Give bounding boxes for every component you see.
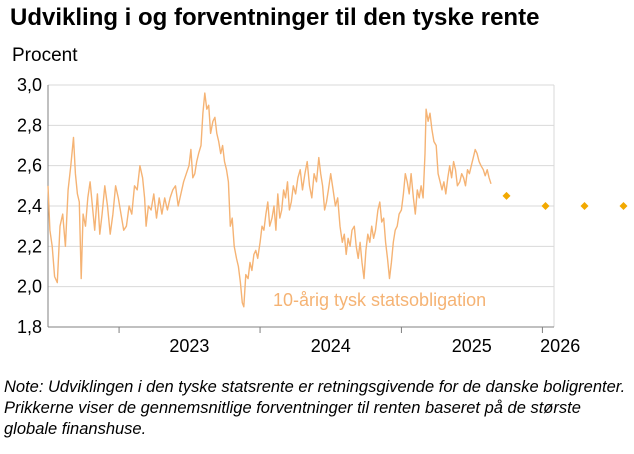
forecast-point [541, 202, 550, 210]
x-tick-label: 2026 [540, 336, 580, 356]
forecast-point [502, 191, 511, 200]
y-tick-label: 3,0 [17, 75, 42, 95]
y-axis-label: Procent [12, 45, 78, 66]
x-tick-label: 2024 [311, 336, 351, 356]
y-tick-label: 1,8 [17, 317, 42, 337]
chart: 1,8 2,0 2,2 2,4 2,6 2,8 3,0 2023 2024 2025 2026 10-… [17, 75, 628, 356]
chart-title: Udvikling i og forventninger til den tys… [10, 4, 540, 31]
x-tick-label: 2023 [169, 336, 209, 356]
y-tick-label: 2,4 [17, 196, 42, 216]
forecast-point [619, 202, 628, 210]
y-tick-label: 2,8 [17, 115, 42, 135]
x-tick-label: 2025 [452, 336, 492, 356]
y-tick-label: 2,6 [17, 156, 42, 176]
forecast-point [580, 202, 589, 210]
series-line-10y-bund [47, 92, 492, 308]
y-tick-label: 2,0 [17, 277, 42, 297]
chart-note: Note: Udviklingen i den tyske statsrente… [4, 378, 626, 438]
series-annotation: 10-årig tysk statsobligation [273, 290, 486, 310]
y-tick-label: 2,2 [17, 236, 42, 256]
